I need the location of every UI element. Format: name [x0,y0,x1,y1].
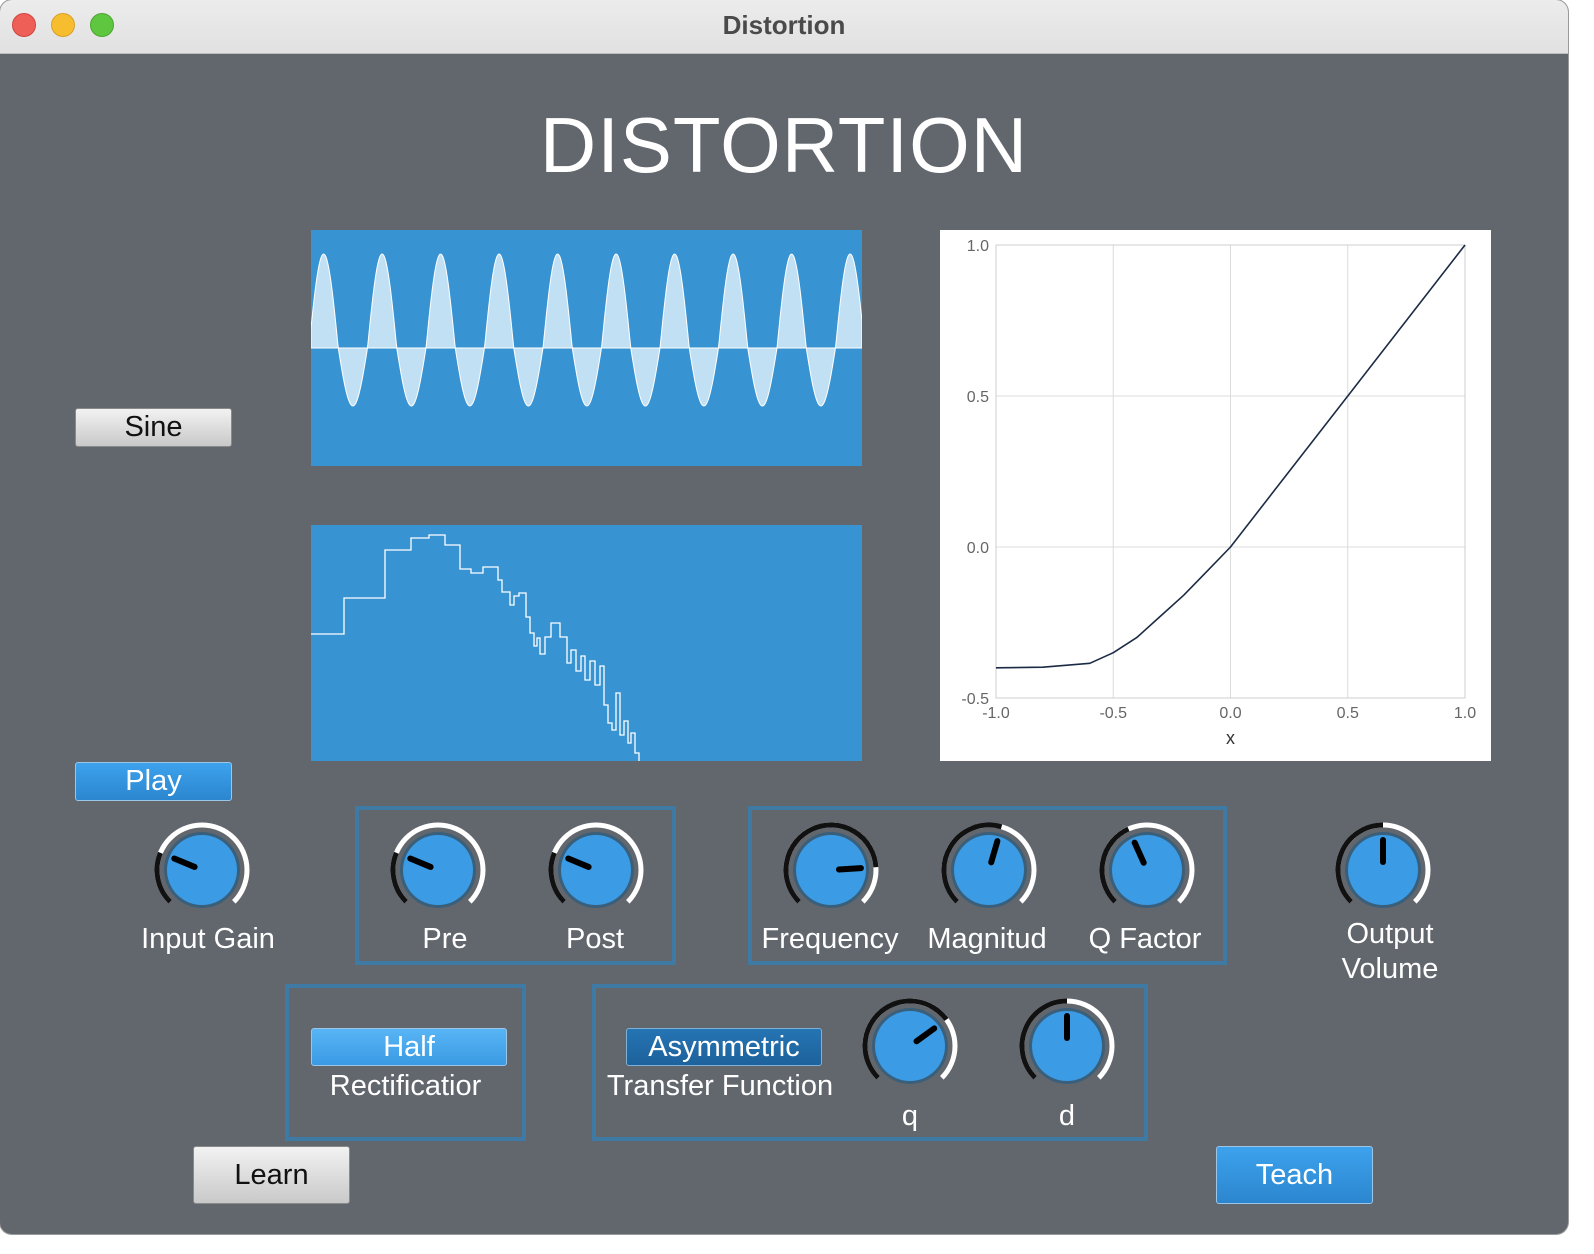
plot-frame [995,244,1466,699]
knob-value-arc [548,851,567,904]
plugin-window: Distortion DISTORTION Sine Play -1.0 -0.5… [0,0,1568,1234]
knob-pointer [835,865,864,873]
waveform-svg [311,253,862,407]
close-window-icon[interactable] [12,13,36,37]
play-button[interactable]: Play [75,762,232,801]
output-volume-label: Output Volume [1310,917,1470,987]
d-parameter-knob[interactable] [1017,996,1117,1096]
transfer-function-type-button[interactable]: Asymmetric [626,1028,822,1066]
zoom-window-icon[interactable] [90,13,114,37]
knob-body [796,835,866,905]
y-tick-label: 0.5 [967,389,989,406]
plugin-title: DISTORTION [539,101,1029,189]
knob-body [954,835,1024,905]
input-gain-knob[interactable] [152,820,252,920]
rectification-label: Rectificatior [329,1070,482,1102]
x-tick-label: 1.0 [1454,705,1476,722]
knob-body [1112,835,1182,905]
q-parameter-label: q [901,1100,919,1132]
d-parameter-label: d [1058,1100,1076,1132]
title-bar: Distortion [0,0,1568,54]
knob-value-arc [783,822,879,904]
x-tick-label: -1.0 [982,705,1010,722]
input-gain-label: Input Gain [141,923,275,955]
knob-pointer [988,838,1001,866]
waveform-trace [311,253,862,407]
pre-gain-label: Pre [422,923,468,955]
rectification-mode-button[interactable]: Half [311,1028,507,1066]
waveform-select-button[interactable]: Sine [75,408,232,447]
output-volume-knob[interactable] [1333,820,1433,920]
output-volume-label-line2: Volume [1341,953,1439,985]
spectrum-svg [311,534,640,761]
knob-body [1348,835,1418,905]
knob-pointer [407,855,434,870]
x-tick-label: 0.0 [1219,705,1241,722]
filter-group [748,806,1227,965]
knob-pointer [913,1025,938,1045]
frequency-label: Frequency [761,923,899,955]
knob-pointer [171,855,198,870]
magnitude-knob[interactable] [939,820,1039,920]
post-gain-label: Post [565,923,625,955]
frequency-knob[interactable] [781,820,881,920]
learn-button[interactable]: Learn [193,1146,350,1204]
transfer-chart: -1.0 -0.5 0.0 0.5 1.01.00.50.0-0.5x [961,238,1476,748]
x-tick-label: 0.5 [1337,705,1359,722]
y-tick-label: 0.0 [967,540,989,557]
knob-body [1032,1011,1102,1081]
post-gain-knob[interactable] [546,820,646,920]
transfer-function-group [592,984,1148,1141]
knob-value-arc [154,851,173,904]
knob-pointer [1131,839,1147,866]
y-tick-label: -0.5 [961,691,989,708]
knob-value-arc [941,822,1003,904]
pre-post-group [355,806,676,965]
pre-gain-knob[interactable] [388,820,488,920]
spectrum-trace [311,534,640,761]
minimize-window-icon[interactable] [51,13,75,37]
y-tick-label: 1.0 [967,238,989,255]
knob-pointer [565,855,592,870]
q-factor-knob[interactable] [1097,820,1197,920]
x-axis-label: x [1226,728,1235,748]
rectification-group [285,984,526,1141]
window-title: Distortion [722,10,846,40]
teach-button[interactable]: Teach [1216,1146,1373,1204]
transfer-function-plot: -1.0 -0.5 0.0 0.5 1.0 1.0 0.5 0.0 -0.5 x [940,230,1491,761]
knob-body [875,1011,945,1081]
knob-value-arc [862,998,949,1080]
knob-value-arc [390,851,409,904]
knob-value-arc [1099,826,1130,904]
knob-value-arc [1019,998,1068,1080]
knob-value-arc [1335,822,1384,904]
magnitude-label: Magnitud [927,923,1047,955]
transfer-function-label: Transfer Function [606,1070,834,1102]
knob-body [561,835,631,905]
transfer-curve [995,244,1466,669]
q-parameter-knob[interactable] [860,996,960,1096]
q-factor-label: Q Factor [1088,923,1202,955]
x-tick-label: -0.5 [1099,705,1127,722]
waveform-display [311,230,862,466]
spectrum-display [311,525,862,761]
knob-body [403,835,473,905]
output-volume-label-line1: Output [1346,918,1434,950]
knob-body [167,835,237,905]
